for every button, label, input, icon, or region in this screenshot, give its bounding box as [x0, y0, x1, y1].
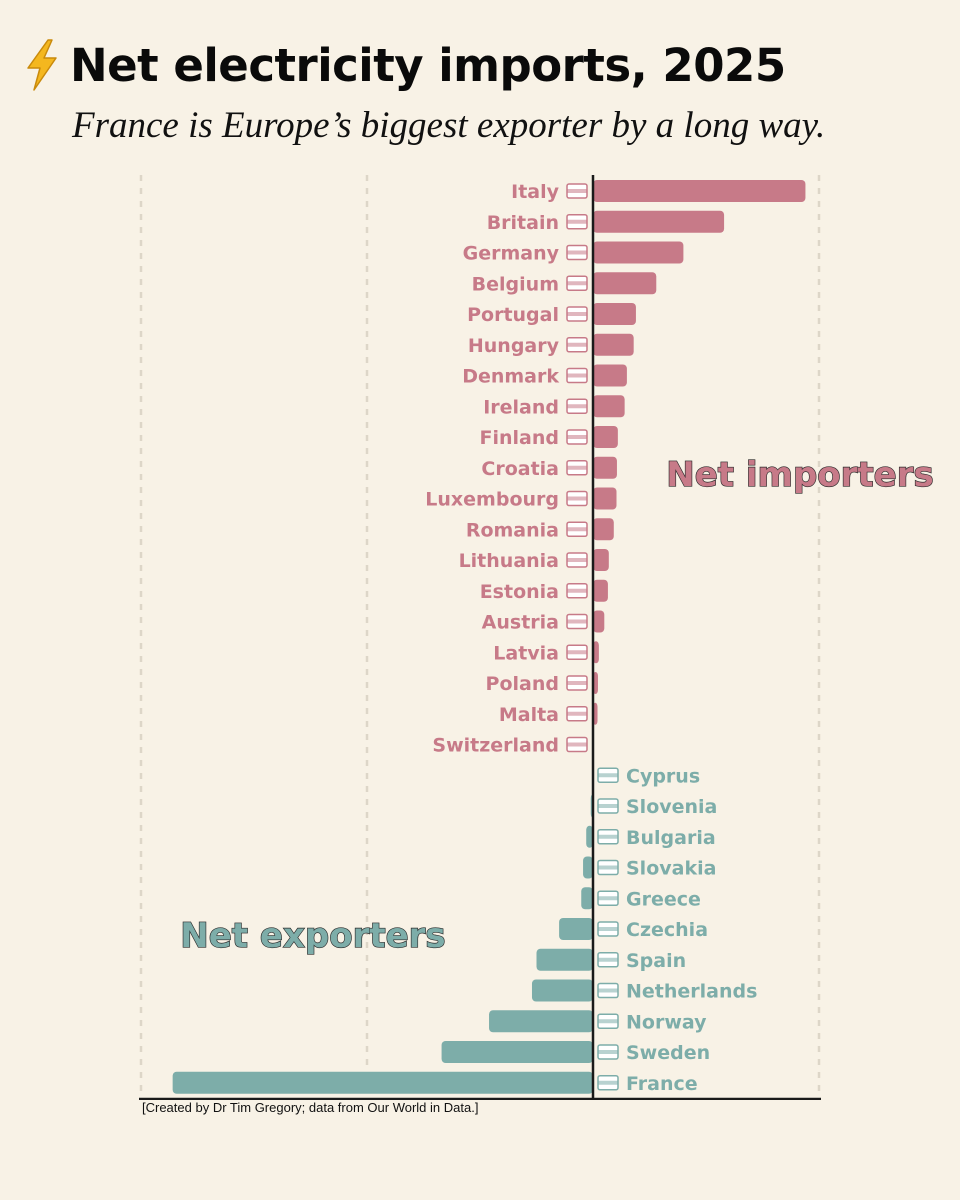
bar [593, 549, 609, 571]
country-label: Finland [480, 427, 559, 449]
bar [531, 979, 593, 1002]
flag-icon [566, 613, 588, 630]
flag-icon [597, 859, 619, 876]
flag-icon [597, 1075, 619, 1091]
bar [593, 518, 614, 541]
flag-icon [566, 460, 588, 476]
net-importers-annotation: Net importers [666, 455, 933, 495]
country-label: Luxembourg [425, 489, 559, 511]
country-label: Croatia [481, 458, 559, 480]
bar [593, 364, 627, 387]
net-exporters-annotation: Net exporters [180, 916, 445, 956]
flag-icon [566, 244, 588, 261]
bar [581, 887, 593, 910]
flag-icon [566, 214, 588, 230]
bar-chart: Italy Britain Germany Belgium Portugal Hungar… [139, 175, 934, 1100]
flag-icon [597, 1044, 619, 1060]
country-label: Greece [626, 888, 701, 910]
bar [593, 210, 725, 233]
bar [593, 303, 636, 325]
bar [441, 1041, 593, 1063]
country-label: Czechia [626, 919, 708, 941]
country-label: Latvia [493, 642, 559, 664]
chart-subtitle: France is Europe’s biggest exporter by a… [72, 105, 826, 146]
flag-icon [566, 306, 588, 322]
country-label: Bulgaria [626, 827, 716, 849]
flag-icon [597, 921, 619, 937]
country-label: Cyprus [626, 765, 700, 787]
bar [593, 641, 599, 664]
flag-icon [566, 552, 588, 568]
country-label: Slovakia [626, 858, 716, 880]
bar [583, 856, 593, 879]
country-label: Slovenia [626, 796, 717, 818]
flag-icon [566, 521, 588, 537]
flag-icon [566, 644, 588, 660]
bar [559, 918, 593, 940]
flag-icon [566, 183, 588, 199]
flag-icon [566, 706, 588, 722]
bar [593, 487, 617, 510]
country-label: Spain [626, 950, 686, 972]
bar [593, 272, 657, 295]
bar [586, 825, 593, 848]
country-label: Italy [511, 181, 559, 203]
country-label: Portugal [467, 304, 559, 326]
flag-icon [566, 398, 588, 414]
flag-icon [566, 337, 588, 353]
country-label: Germany [463, 243, 560, 265]
country-label: Norway [626, 1011, 707, 1033]
country-label: France [626, 1073, 698, 1095]
country-label: Hungary [468, 335, 560, 357]
bar [593, 395, 625, 418]
country-label: Britain [487, 212, 559, 234]
bar [536, 948, 593, 971]
bar [593, 241, 684, 264]
chart-title: Net electricity imports, 2025 [22, 30, 786, 100]
country-label: Switzerland [432, 735, 559, 757]
bar [593, 579, 608, 602]
flag-icon [566, 490, 588, 507]
country-label: Sweden [626, 1042, 710, 1064]
flag-icon [597, 829, 619, 845]
lightning-bolt-icon [27, 39, 57, 91]
flag-icon [566, 275, 588, 291]
bar [593, 456, 617, 479]
bar [172, 1071, 593, 1094]
country-label: Malta [499, 704, 559, 726]
flag-icon [597, 982, 619, 999]
flag-icon [597, 767, 619, 783]
bar [593, 180, 806, 202]
title-text: Net electricity imports, 2025 [70, 38, 786, 92]
bar [593, 610, 605, 633]
country-label: Belgium [472, 273, 559, 295]
credit-note: [Created by Dr Tim Gregory; data from Ou… [142, 1100, 479, 1115]
country-label: Romania [466, 519, 559, 541]
flag-icon [566, 583, 588, 599]
country-label: Austria [482, 612, 559, 634]
country-label: Denmark [462, 366, 559, 388]
flag-icon [597, 1013, 619, 1029]
flag-icon [597, 798, 619, 814]
country-label: Poland [486, 673, 559, 695]
country-label: Lithuania [459, 550, 559, 572]
country-label: Ireland [483, 396, 559, 418]
country-label: Estonia [480, 581, 559, 603]
bar [593, 333, 634, 356]
flag-icon [566, 367, 588, 384]
flag-icon [566, 675, 588, 691]
flag-icon [597, 952, 619, 968]
flag-icon [566, 429, 588, 445]
flag-icon [597, 890, 619, 906]
bar [593, 426, 618, 448]
country-label: Netherlands [626, 981, 757, 1003]
bar [489, 1010, 593, 1033]
flag-icon [566, 736, 588, 753]
